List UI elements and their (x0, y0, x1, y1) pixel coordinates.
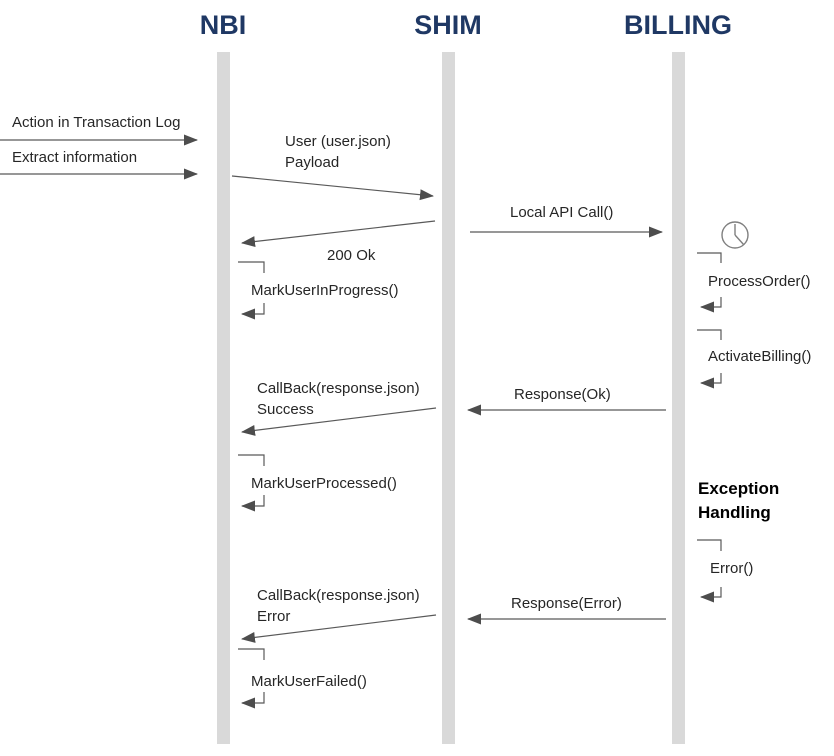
label-error-call: Error() (710, 560, 754, 577)
lifeline-billing (672, 52, 685, 744)
arrow-callback-success (241, 407, 437, 436)
self-call-process-order (697, 252, 722, 313)
label-user-payload: User (user.json) Payload (285, 131, 391, 173)
actor-shim: SHIM (414, 10, 482, 40)
actor-billing: BILLING (624, 10, 732, 40)
label-exception-line1: Exception (698, 479, 780, 498)
label-mark-user-failed: MarkUserFailed() (251, 673, 367, 690)
label-user-payload-line2: Payload (285, 154, 340, 171)
clock-icon (721, 221, 749, 249)
self-call-mark-user-in-progress (238, 261, 265, 320)
label-response-ok: Response(Ok) (514, 386, 611, 403)
self-call-mark-user-processed (238, 454, 265, 512)
arrow-200-ok (241, 220, 436, 247)
label-callback-success: CallBack(response.json) Success (257, 378, 420, 420)
label-process-order: ProcessOrder() (708, 273, 811, 290)
label-callback-success-line1: CallBack(response.json) (257, 380, 420, 397)
actor-nbi: NBI (199, 10, 247, 40)
label-action-in-transaction-log: Action in Transaction Log (12, 114, 181, 131)
label-exception-line2: Handling (698, 503, 771, 522)
lifeline-shim (442, 52, 455, 744)
label-user-payload-line1: User (user.json) (285, 133, 391, 150)
label-mark-user-in-progress: MarkUserInProgress() (251, 282, 399, 299)
label-extract-information: Extract information (12, 149, 138, 166)
label-local-api-call: Local API Call() (510, 204, 614, 221)
self-call-mark-user-failed (238, 648, 265, 709)
label-callback-error: CallBack(response.json) Error (257, 585, 420, 627)
label-exception-handling: Exception Handling (698, 477, 779, 525)
label-callback-error-line2: Error (257, 608, 291, 625)
label-callback-error-line1: CallBack(response.json) (257, 587, 420, 604)
self-call-activate-billing (697, 329, 722, 389)
label-activate-billing: ActivateBilling() (708, 348, 812, 365)
label-200-ok: 200 Ok (327, 247, 376, 264)
arrow-user-payload (231, 175, 434, 201)
arrow-callback-error (241, 614, 437, 643)
lifeline-nbi (217, 52, 230, 744)
label-mark-user-processed: MarkUserProcessed() (251, 475, 397, 492)
label-callback-success-line2: Success (257, 401, 314, 418)
self-call-error (697, 539, 722, 603)
label-response-error: Response(Error) (511, 595, 622, 612)
